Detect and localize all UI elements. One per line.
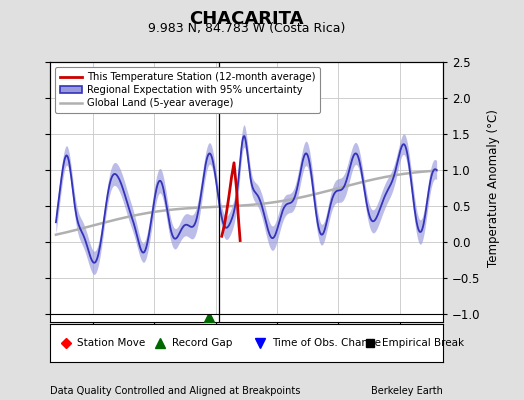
Y-axis label: Temperature Anomaly (°C): Temperature Anomaly (°C) — [487, 109, 500, 267]
Text: Time of Obs. Change: Time of Obs. Change — [272, 338, 381, 348]
Text: CHACARITA: CHACARITA — [189, 10, 303, 28]
Text: 9.983 N, 84.783 W (Costa Rica): 9.983 N, 84.783 W (Costa Rica) — [148, 22, 345, 35]
Legend: This Temperature Station (12-month average), Regional Expectation with 95% uncer: This Temperature Station (12-month avera… — [55, 67, 320, 113]
Text: Berkeley Earth: Berkeley Earth — [371, 386, 443, 396]
Text: Data Quality Controlled and Aligned at Breakpoints: Data Quality Controlled and Aligned at B… — [50, 386, 300, 396]
Text: Station Move: Station Move — [78, 338, 146, 348]
Text: Empirical Break: Empirical Break — [382, 338, 464, 348]
Text: Record Gap: Record Gap — [172, 338, 232, 348]
